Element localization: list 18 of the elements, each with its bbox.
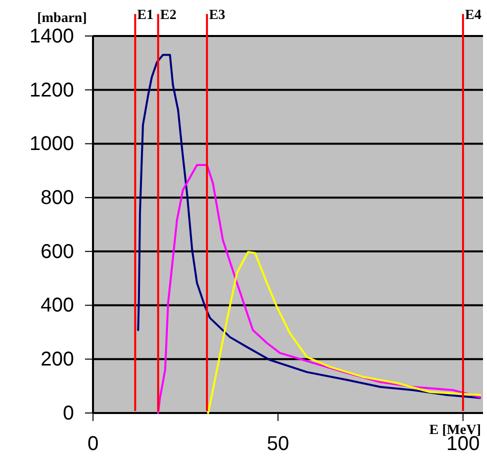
line-series (137, 54, 482, 399)
y-tick-label: 800 (40, 186, 74, 209)
y-tick-label: 1400 (30, 25, 74, 48)
y-tick-label: 0 (62, 402, 74, 424)
y-axis-title: [mbarn] (37, 11, 87, 26)
x-tick-label: 0 (87, 433, 99, 455)
ref-line-label: E1 (137, 8, 154, 23)
y-tick-label: 600 (40, 240, 74, 263)
line-series (157, 164, 482, 414)
ref-line-label: E4 (465, 8, 482, 23)
ref-line-label: E2 (160, 8, 176, 23)
line-series (207, 250, 482, 414)
ref-line-label: E3 (208, 8, 226, 23)
y-tick-label: 1000 (30, 133, 74, 156)
y-tick-label: 1200 (30, 79, 74, 102)
y-tick-label: 200 (40, 348, 74, 371)
y-tick-label: 400 (40, 294, 74, 317)
x-tick-label: 50 (266, 433, 290, 455)
